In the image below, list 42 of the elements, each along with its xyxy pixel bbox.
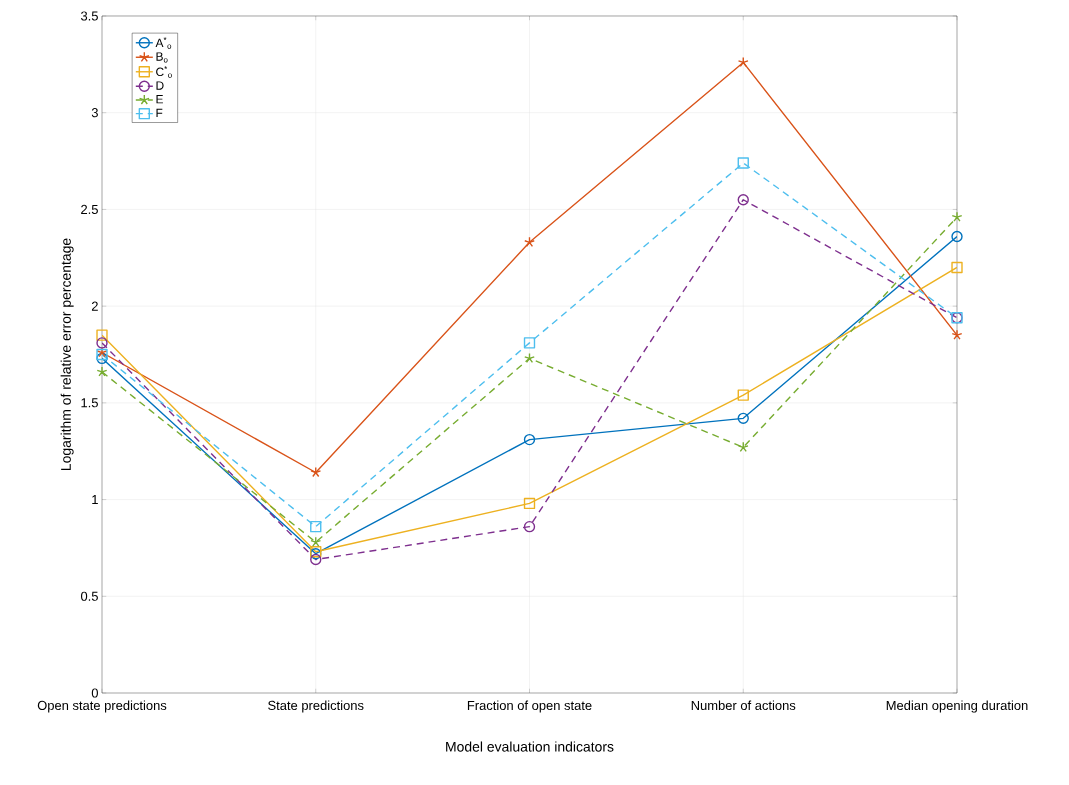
- y-tick-label: 1.5: [81, 398, 98, 408]
- point: [523, 433, 536, 446]
- x-axis-title: Model evaluation indicators: [446, 741, 614, 752]
- y-tick-label: 2: [91, 301, 98, 311]
- point: [737, 157, 749, 169]
- point: [951, 211, 963, 222]
- point: [737, 412, 749, 425]
- point: [96, 337, 108, 349]
- point: [737, 194, 749, 206]
- x-tick-label: Number of actions: [691, 700, 796, 711]
- point: [524, 352, 535, 364]
- point: [96, 366, 108, 377]
- y-tick-label: 0: [91, 688, 98, 698]
- x-tick-label: Median opening duration: [886, 700, 1028, 713]
- point: [310, 520, 322, 533]
- point: [737, 56, 749, 68]
- point: [951, 261, 963, 274]
- legend-label: B$_{o}$: [156, 52, 168, 63]
- legend-label: E: [156, 95, 163, 104]
- point: [310, 466, 322, 478]
- point: [737, 441, 749, 453]
- y-tick-label: 1: [92, 495, 98, 505]
- point: [523, 337, 536, 349]
- y-axis-title: Logarithm of relative error percentage: [60, 238, 74, 471]
- point: [310, 553, 322, 566]
- point: [96, 329, 108, 341]
- x-tick-label: Fraction of open state: [467, 700, 592, 713]
- point: [951, 230, 963, 243]
- legend-label: F: [156, 108, 163, 118]
- x-tick-label: State predictions: [268, 700, 364, 713]
- x-tick-label: Open state predictions: [37, 700, 167, 713]
- point: [523, 497, 536, 510]
- legend-label: D: [156, 81, 164, 90]
- y-tick-label: 0.5: [80, 591, 98, 601]
- point: [523, 520, 536, 533]
- point: [737, 389, 749, 401]
- point: [524, 236, 535, 248]
- point: [310, 536, 322, 547]
- y-tick-label: 3: [91, 108, 98, 118]
- point: [96, 352, 108, 365]
- y-tick-label: 3.5: [80, 11, 98, 21]
- y-tick-label: 2.5: [81, 204, 98, 215]
